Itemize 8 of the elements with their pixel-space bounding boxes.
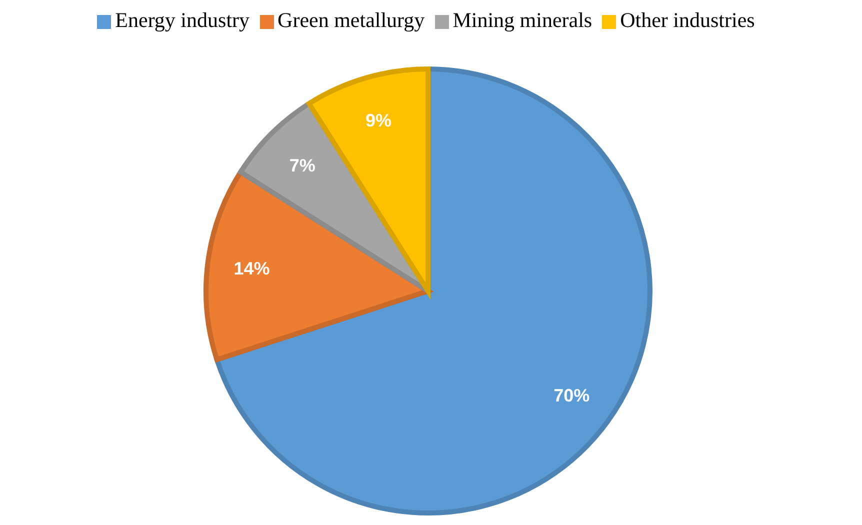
legend-label: Other industries: [620, 8, 755, 32]
data-label: 14%: [234, 258, 270, 279]
legend-label: Green metallurgy: [278, 8, 425, 32]
data-label: 70%: [554, 385, 590, 406]
data-label: 9%: [365, 110, 392, 130]
data-label: 7%: [289, 155, 316, 176]
legend-label: Energy industry: [115, 8, 250, 32]
legend-label: Mining minerals: [452, 8, 592, 32]
